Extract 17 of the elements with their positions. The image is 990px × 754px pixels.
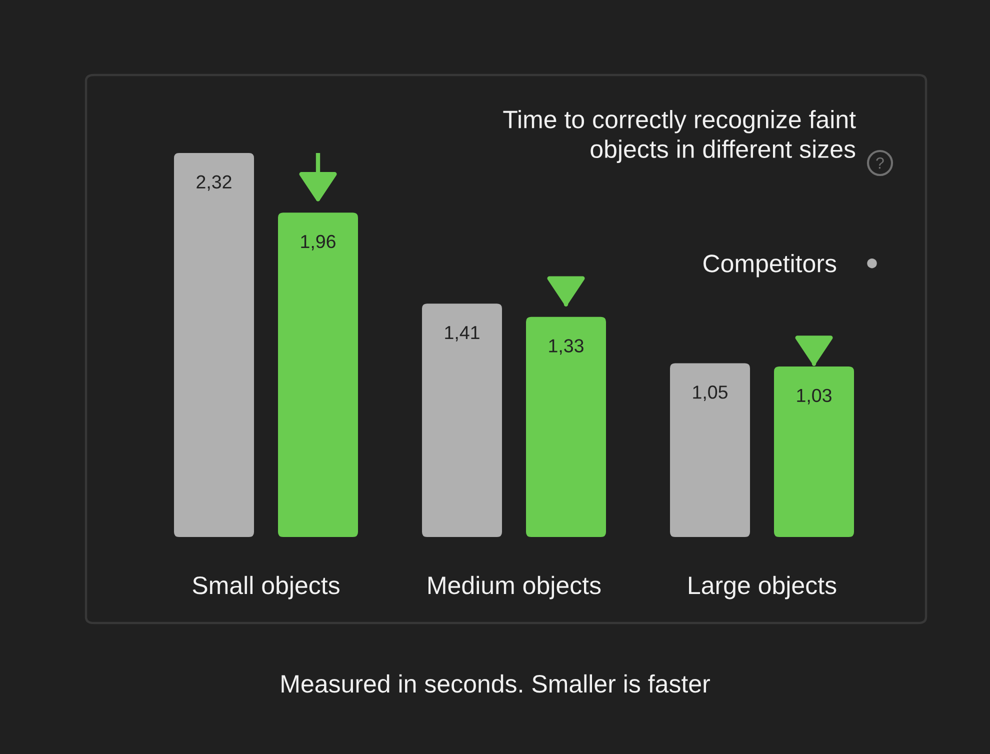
data-label: 1,41	[445, 326, 480, 342]
chart-title: Time to correctly recognize faint objects in different sizes	[503, 110, 856, 163]
data-label: 1,96	[301, 234, 336, 250]
data-label: 1,05	[693, 386, 728, 402]
bar	[174, 153, 254, 537]
bar	[526, 316, 606, 537]
bar	[422, 304, 502, 537]
data-label: 1,33	[549, 339, 584, 355]
text: Measured in seconds. Smaller is faster	[282, 674, 710, 693]
x-tick-label: Small objects	[192, 576, 340, 600]
x-tick-label: Medium objects	[428, 576, 601, 600]
data-label: 1,03	[797, 388, 832, 404]
legend-label: Competitors	[704, 254, 836, 278]
bar	[670, 363, 750, 537]
data-label: 2,32	[196, 175, 232, 191]
bar	[278, 212, 358, 537]
x-tick-label: Large objects	[689, 576, 836, 600]
